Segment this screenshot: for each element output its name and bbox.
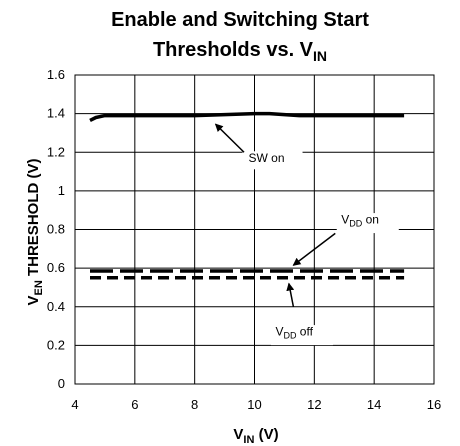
annotation-vdd-off-label: VDD off	[275, 325, 313, 341]
y-axis-label-rest: THRESHOLD (V)	[25, 159, 42, 281]
annotation-vdd-on-label-rest: on	[362, 213, 379, 227]
annotation-sw-on-label: SW on	[249, 151, 285, 165]
annotation-vdd-off-label-rest: off	[296, 325, 313, 339]
y-tick-label: 0.6	[47, 260, 65, 275]
x-tick-label: 4	[71, 397, 78, 412]
annotation-vdd-on-label-sub: DD	[349, 219, 362, 229]
chart-title-line2-sub: IN	[313, 48, 327, 64]
x-axis-label-sub: IN	[243, 434, 254, 446]
annotation-vdd-on-background	[336, 213, 399, 234]
y-axis-label-sub: EN	[33, 280, 45, 295]
y-tick-label: 1.2	[47, 144, 65, 159]
x-tick-label: 14	[367, 397, 381, 412]
x-tick-labels: 4 6 8 10 12 14 16	[71, 397, 441, 412]
annotation-vdd-off-background	[270, 325, 333, 346]
chart-title-line2-main: Thresholds vs. V	[153, 39, 314, 61]
x-tick-label: 12	[307, 397, 321, 412]
series-line-sw-on	[89, 111, 405, 122]
y-tick-label: 1	[58, 183, 65, 198]
annotation-sw-on-label-main: SW on	[249, 151, 285, 165]
x-tick-label: 16	[427, 397, 441, 412]
annotation-vdd-on-arrow	[292, 232, 336, 266]
x-axis-label-unit: (V)	[254, 426, 278, 443]
y-tick-label: 0.2	[47, 337, 65, 352]
chart-title-line2: Thresholds vs. VIN	[153, 39, 327, 64]
annotation-vdd-off-label-sub: DD	[283, 331, 296, 341]
grid	[75, 75, 434, 384]
series-group	[89, 111, 405, 280]
y-tick-label: 0	[58, 376, 65, 391]
y-tick-labels: 0 0.2 0.4 0.6 0.8 1 1.2 1.4 1.6	[47, 67, 65, 391]
annotation-sw-on-arrow	[214, 123, 245, 153]
x-tick-label: 10	[247, 397, 261, 412]
y-axis-label: VEN THRESHOLD (V)	[25, 159, 45, 306]
annotation-sw-on-background	[242, 151, 303, 170]
annotation-vdd-on-label-main: V	[341, 213, 349, 227]
x-axis-label: VIN (V)	[233, 426, 278, 446]
y-tick-label: 0.8	[47, 222, 65, 237]
x-axis-label-main: V	[233, 426, 243, 443]
annotation-vdd-off-label-main: V	[275, 325, 283, 339]
x-tick-label: 6	[131, 397, 138, 412]
y-tick-label: 1.6	[47, 67, 65, 82]
y-axis-label-main: V	[25, 295, 42, 305]
y-tick-label: 1.4	[47, 106, 65, 121]
chart-title-line1: Enable and Switching Start	[111, 9, 369, 31]
y-tick-label: 0.4	[47, 299, 65, 314]
x-tick-label: 8	[191, 397, 198, 412]
annotation-vdd-on-label: VDD on	[341, 213, 379, 229]
annotation-vdd-off-arrow	[286, 282, 295, 307]
